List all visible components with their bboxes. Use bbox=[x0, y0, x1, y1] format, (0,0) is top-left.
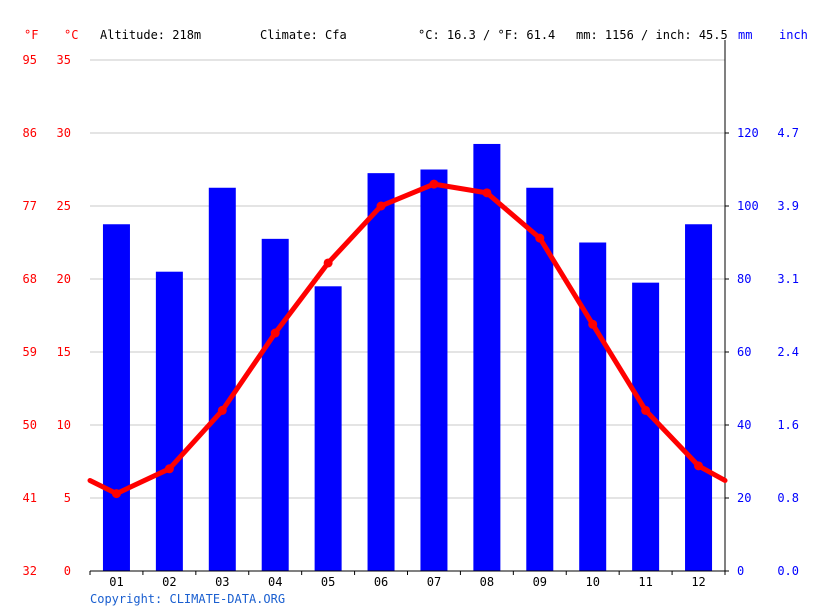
altitude-label: Altitude: 218m bbox=[100, 28, 202, 42]
precipitation-bar bbox=[155, 271, 183, 571]
inch-tick-label: 4.7 bbox=[777, 126, 799, 140]
precipitation-bar bbox=[208, 187, 236, 571]
month-tick-label: 04 bbox=[268, 575, 282, 589]
inch-tick-label: 1.6 bbox=[777, 418, 799, 432]
precipitation-bar bbox=[261, 238, 289, 571]
fahrenheit-tick-label: 77 bbox=[23, 199, 37, 213]
celsius-tick-label: 10 bbox=[57, 418, 71, 432]
inch-tick-label: 3.9 bbox=[777, 199, 799, 213]
mm-tick-label: 80 bbox=[737, 272, 751, 286]
temperature-point bbox=[376, 201, 386, 211]
precipitation-bar bbox=[685, 224, 713, 571]
precipitation-bar bbox=[632, 282, 660, 571]
temperature-point bbox=[217, 405, 227, 415]
fahrenheit-tick-label: 41 bbox=[23, 491, 37, 505]
mm-tick-label: 40 bbox=[737, 418, 751, 432]
fahrenheit-unit-label: °F bbox=[24, 28, 39, 42]
mm-tick-label: 20 bbox=[737, 491, 751, 505]
month-tick-label: 08 bbox=[480, 575, 494, 589]
month-tick-label: 05 bbox=[321, 575, 335, 589]
celsius-tick-label: 0 bbox=[64, 564, 71, 578]
month-tick-label: 06 bbox=[374, 575, 388, 589]
month-tick-label: 07 bbox=[427, 575, 441, 589]
precipitation-bar bbox=[526, 187, 554, 571]
celsius-tick-label: 30 bbox=[57, 126, 71, 140]
temperature-point bbox=[641, 405, 651, 415]
mm-unit-label: mm bbox=[738, 28, 753, 42]
inch-tick-label: 0.8 bbox=[777, 491, 799, 505]
inch-tick-label: 0.0 bbox=[777, 564, 799, 578]
inch-tick-label: 2.4 bbox=[777, 345, 799, 359]
temperature-point bbox=[694, 461, 704, 471]
temperature-point bbox=[111, 489, 121, 499]
temperature-point bbox=[482, 188, 492, 198]
precipitation-bar bbox=[473, 143, 501, 571]
average-temperature-label: °C: 16.3 / °F: 61.4 bbox=[418, 28, 556, 42]
precipitation-bar bbox=[314, 286, 342, 571]
fahrenheit-tick-label: 59 bbox=[23, 345, 37, 359]
celsius-tick-label: 15 bbox=[57, 345, 71, 359]
precipitation-bar bbox=[367, 173, 395, 571]
month-tick-label: 11 bbox=[638, 575, 652, 589]
precipitation-bar bbox=[102, 224, 130, 571]
month-tick-label: 10 bbox=[585, 575, 599, 589]
temperature-point bbox=[535, 233, 545, 243]
celsius-tick-label: 5 bbox=[64, 491, 71, 505]
precipitation-bar bbox=[579, 242, 607, 571]
mm-tick-label: 60 bbox=[737, 345, 751, 359]
celsius-tick-label: 20 bbox=[57, 272, 71, 286]
celsius-tick-label: 35 bbox=[57, 53, 71, 67]
fahrenheit-tick-label: 50 bbox=[23, 418, 37, 432]
mm-tick-label: 120 bbox=[737, 126, 759, 140]
temperature-point bbox=[429, 179, 439, 189]
fahrenheit-tick-label: 86 bbox=[23, 126, 37, 140]
month-tick-label: 01 bbox=[109, 575, 123, 589]
climate-label: Climate: Cfa bbox=[260, 28, 347, 42]
inch-tick-label: 3.1 bbox=[777, 272, 799, 286]
celsius-tick-label: 25 bbox=[57, 199, 71, 213]
precipitation-bar bbox=[420, 169, 448, 571]
copyright-text: Copyright: CLIMATE-DATA.ORG bbox=[90, 592, 286, 606]
month-tick-label: 02 bbox=[162, 575, 176, 589]
celsius-unit-label: °C bbox=[64, 28, 79, 42]
mm-tick-label: 100 bbox=[737, 199, 759, 213]
inch-unit-label: inch bbox=[779, 28, 808, 42]
temperature-point bbox=[270, 328, 280, 338]
fahrenheit-tick-label: 32 bbox=[23, 564, 37, 578]
fahrenheit-tick-label: 95 bbox=[23, 53, 37, 67]
mm-tick-label: 0 bbox=[737, 564, 744, 578]
month-tick-label: 12 bbox=[691, 575, 705, 589]
month-tick-label: 03 bbox=[215, 575, 229, 589]
temperature-point bbox=[588, 319, 598, 329]
fahrenheit-tick-label: 68 bbox=[23, 272, 37, 286]
temperature-line bbox=[87, 181, 728, 497]
month-tick-label: 09 bbox=[533, 575, 547, 589]
precipitation-total-label: mm: 1156 / inch: 45.5 bbox=[576, 28, 728, 42]
temperature-point bbox=[323, 258, 333, 268]
temperature-point bbox=[164, 464, 174, 474]
